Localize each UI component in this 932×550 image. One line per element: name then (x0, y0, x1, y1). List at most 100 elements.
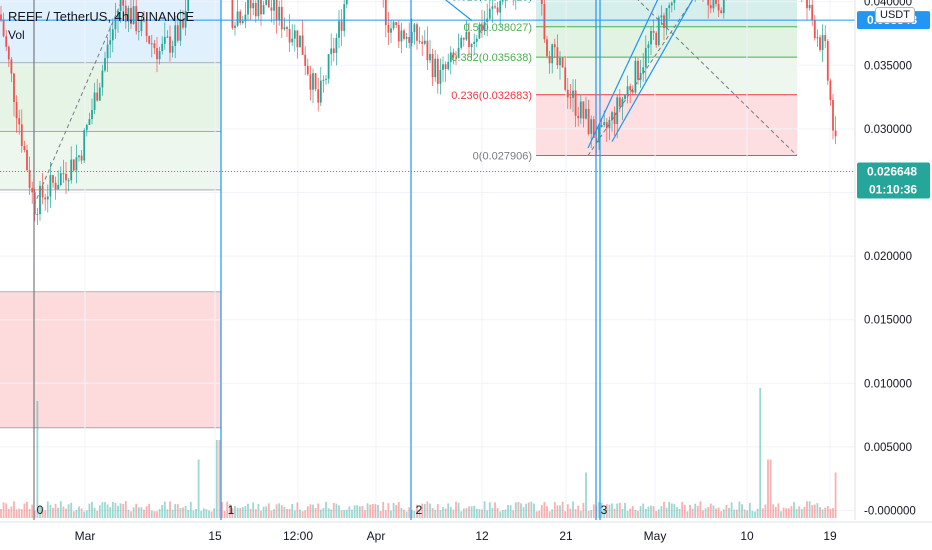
candle-body (52, 175, 54, 183)
drawing-lines: 0 1 2 3 (0, 0, 855, 520)
volume-bar (228, 504, 231, 518)
volume-bar (132, 507, 135, 518)
symbol-title[interactable]: REEF / TetherUS, 4h, BINANCE (8, 9, 195, 24)
volume-bar (392, 503, 395, 518)
volume-bar (2, 502, 5, 518)
candle-body (826, 41, 829, 81)
time-axis[interactable]: Mar 15 12:00 Apr 12 21 May 10 19 (0, 521, 932, 550)
volume-bar (231, 508, 234, 518)
volume-indicator-label[interactable]: Vol (8, 28, 25, 42)
volume-bar (447, 503, 450, 518)
candle-body (429, 53, 431, 61)
volume-bar (834, 472, 837, 518)
volume-bar (832, 508, 834, 518)
candle-body (88, 119, 91, 125)
volume-bar (288, 508, 291, 518)
candle-body (327, 54, 330, 79)
volume-bar (670, 503, 673, 518)
candle-body (244, 14, 247, 22)
volume-bar (434, 509, 437, 518)
candle-body (715, 0, 717, 4)
candle-body (408, 37, 411, 43)
volume-bar (530, 501, 533, 518)
volume-bar (548, 511, 551, 518)
channel-line (611, 0, 694, 142)
volume-bar (730, 502, 733, 518)
candle-body (816, 37, 819, 39)
volume-bar (260, 510, 262, 518)
volume-bar (790, 506, 793, 518)
volume-bar (70, 502, 73, 518)
volume-bar (197, 459, 200, 518)
candle-body (15, 102, 18, 119)
volume-bar (507, 504, 509, 518)
volume-bar (423, 503, 426, 518)
candle-body (540, 0, 543, 4)
candle-body (605, 122, 608, 129)
volume-bar (517, 501, 520, 518)
candle-body (637, 60, 639, 80)
volume-bar (33, 510, 36, 518)
x-tick-label: 19 (823, 529, 837, 543)
volume-bar (410, 509, 413, 518)
candle-body (117, 11, 119, 18)
volume-bar (494, 502, 496, 518)
volume-bar (377, 504, 379, 518)
currency-badge[interactable]: USDT (875, 7, 915, 23)
volume-bar (286, 509, 288, 518)
volume-bar (824, 507, 827, 518)
volume-bar (338, 505, 340, 518)
candle-body (70, 159, 73, 181)
volume-bar (62, 506, 65, 518)
volume-bar (369, 504, 372, 518)
cycle-label: 2 (416, 503, 423, 517)
volume-bar (96, 510, 99, 518)
candle-body (670, 2, 673, 6)
volume-bar (457, 502, 460, 518)
candle-body (572, 90, 574, 98)
candle-body (236, 11, 239, 26)
y-tick-label: 0.020000 (864, 251, 912, 263)
volume-bar (782, 507, 785, 518)
candle-body (145, 21, 148, 36)
volume-bar (780, 511, 782, 518)
volume-bar (200, 510, 203, 518)
volume-bar (663, 501, 665, 518)
volume-bar (421, 503, 424, 518)
candle-body (390, 28, 392, 33)
volume-bar (10, 506, 13, 518)
volume-bar (265, 506, 268, 518)
volume-bar (585, 472, 587, 518)
candle-body (392, 22, 395, 29)
candle-body (0, 14, 2, 21)
volume-bar (163, 501, 166, 518)
last-price-tag: 0.026648 (867, 165, 917, 179)
volume-bar (418, 509, 421, 518)
candle-body (93, 92, 96, 110)
candle-body (72, 159, 75, 171)
candle-body (603, 122, 606, 126)
candle-body (156, 48, 158, 60)
y-tick-label: 0.015000 (864, 315, 912, 327)
candle-body (109, 40, 112, 45)
price-axis[interactable]: 0.0750000.0700000.0650000.0600000.055000… (854, 0, 932, 550)
candle-body (652, 30, 655, 33)
volume-bar (306, 506, 309, 518)
volume-bar (582, 503, 585, 518)
candle-body (23, 145, 26, 151)
volume-bar (767, 459, 769, 518)
fib-zone (536, 94, 797, 156)
candle-body (111, 29, 114, 41)
volume-bar (681, 501, 684, 518)
volume-bar (436, 504, 439, 518)
candle-body (174, 25, 177, 47)
volume-bar (501, 509, 504, 518)
candle-body (46, 196, 49, 200)
candlesticks (0, 0, 837, 225)
candle-body (647, 44, 650, 49)
candle-body (184, 10, 187, 28)
candle-body (439, 69, 442, 84)
candle-body (176, 25, 179, 41)
volume-bar (426, 501, 429, 518)
